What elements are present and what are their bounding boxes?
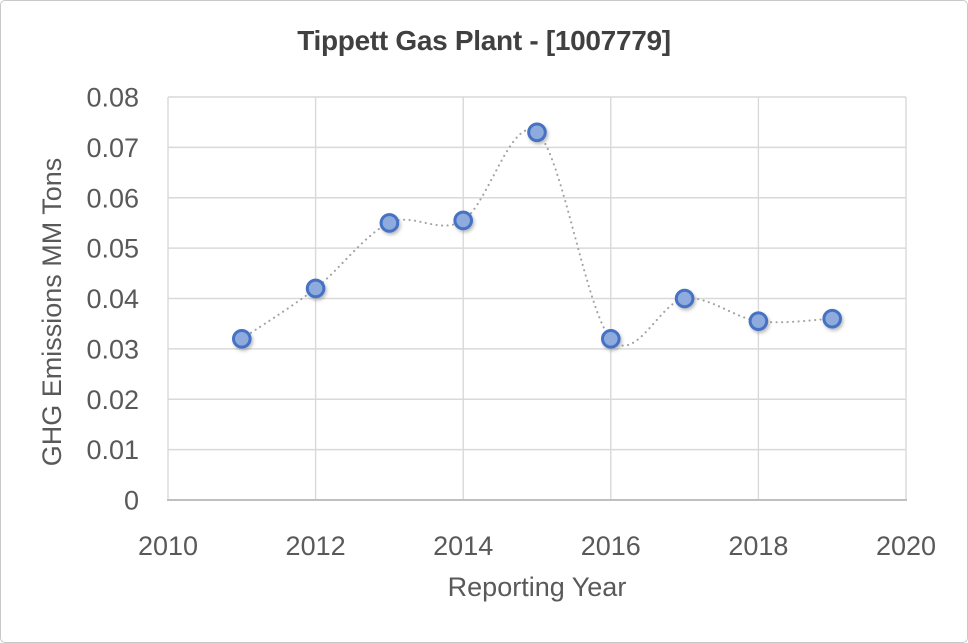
x-axis-tick-labels: 2010 2012 2014 2016 2018 2020 [138,531,936,561]
svg-text:0.07: 0.07 [86,133,139,163]
svg-text:2018: 2018 [728,531,788,561]
data-point [305,278,326,299]
data-point [379,213,400,233]
data-point [232,329,252,349]
chart-title: Tippett Gas Plant - [1007779] [297,25,671,56]
y-axis-tick-labels: 0 0.01 0.02 0.03 0.04 0.05 0.06 0.07 0.08 [86,83,139,516]
data-point [601,329,621,349]
data-point [674,288,695,309]
svg-text:0.03: 0.03 [86,334,139,364]
gridlines [167,96,907,500]
svg-text:0: 0 [124,486,139,516]
svg-text:0.06: 0.06 [86,183,139,213]
series-line [240,128,834,347]
data-point-markers [232,122,843,349]
svg-text:2020: 2020 [876,531,936,561]
svg-text:2010: 2010 [138,531,198,561]
data-point [453,210,474,231]
svg-text:2016: 2016 [581,531,641,561]
svg-text:0.05: 0.05 [86,234,139,264]
x-axis-title: Reporting Year [447,572,627,602]
data-point [527,122,547,143]
svg-text:0.02: 0.02 [86,385,139,415]
svg-text:0.01: 0.01 [86,435,139,465]
data-point [748,311,769,331]
svg-text:0.08: 0.08 [86,83,139,113]
data-point [822,308,843,329]
svg-text:2012: 2012 [286,531,346,561]
svg-text:0.04: 0.04 [86,284,139,314]
svg-text:2014: 2014 [433,531,493,561]
